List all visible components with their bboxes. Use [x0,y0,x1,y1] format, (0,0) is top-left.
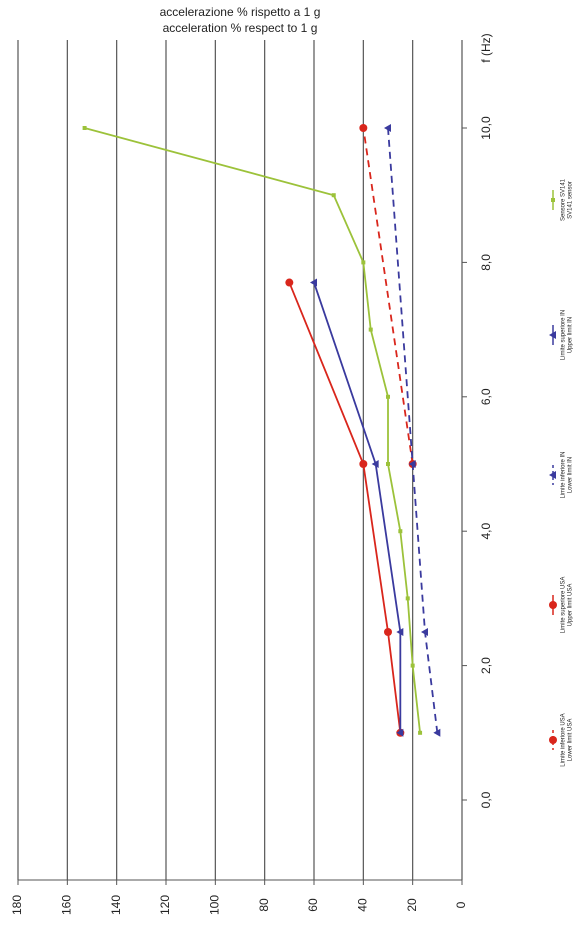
legend-label: Limite inferiore IN [561,451,567,498]
legend-marker [549,471,556,479]
marker [285,278,294,287]
marker [433,728,441,737]
marker [384,124,391,132]
marker [396,728,404,737]
marker [410,663,415,668]
marker [384,628,392,636]
marker [82,126,87,130]
legend-label: Upper limit IN [568,317,574,353]
y-tick-label: 40 [356,898,370,912]
legend-marker [549,601,557,609]
marker [359,124,368,132]
series-line [362,127,414,465]
marker [421,628,428,636]
x-tick-label: 8,0 [479,254,493,271]
marker [386,394,390,399]
marker [331,193,336,198]
marker [408,460,416,468]
legend-label: Sensore SV141 [561,178,567,221]
x-tick-label: 10,0 [479,116,493,140]
marker [359,460,368,468]
chart-title: acceleration % respect to 1 g [163,21,318,35]
y-tick-label: 120 [158,895,172,915]
legend-label: Lower limit USA [568,719,574,762]
marker [405,596,410,601]
y-tick-label: 20 [405,898,419,912]
legend-label: Limite superiore IN [561,310,567,360]
series-line [387,127,439,733]
x-tick-label: 6,0 [479,388,493,405]
chart-title: accelerazione % rispetto a 1 g [160,5,321,19]
y-tick-label: 140 [109,895,123,915]
x-axis-label: f (Hz) [479,33,493,62]
marker [371,460,379,468]
marker [396,628,404,636]
series-line [288,282,402,733]
series-line [313,282,402,733]
x-tick-label: 4,0 [479,523,493,540]
y-tick-label: 60 [306,898,320,912]
y-tick-label: 180 [10,895,24,915]
y-tick-label: 0 [454,901,468,908]
marker [368,327,373,332]
marker [361,260,366,265]
marker [418,730,423,735]
x-tick-label: 2,0 [479,657,493,674]
legend-label: SV141 sensor [568,181,574,219]
y-tick-label: 100 [208,895,222,915]
series-line [84,127,421,733]
legend-label: Limite inferiore USA [561,713,567,766]
marker [386,462,390,466]
marker [310,278,317,287]
legend-label: Limite superiore USA [561,577,567,634]
legend-label: Upper limit USA [568,584,574,627]
y-tick-label: 160 [60,895,74,915]
legend-marker [551,198,555,202]
legend-label: Lower limit IN [568,457,574,493]
y-tick-label: 80 [257,898,271,912]
x-tick-label: 0,0 [479,791,493,808]
legend-marker [549,331,556,339]
marker [398,529,403,534]
legend-marker [549,736,557,744]
